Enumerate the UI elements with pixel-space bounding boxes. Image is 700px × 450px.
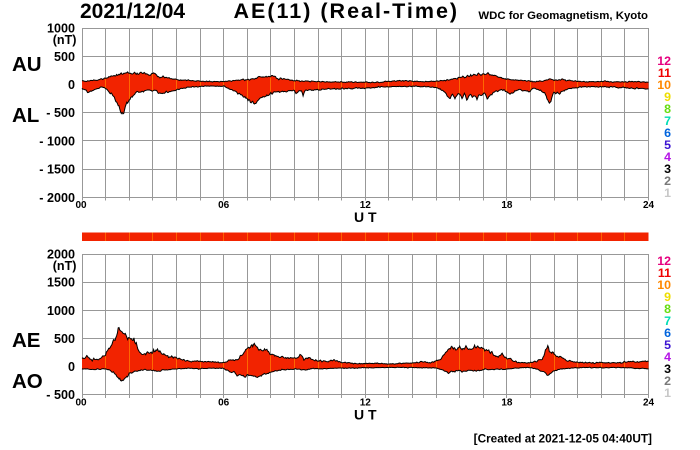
svg-text:5: 5 xyxy=(664,138,671,152)
svg-text:12: 12 xyxy=(657,254,671,268)
svg-text:24: 24 xyxy=(643,200,655,211)
svg-text:[Created at 2021-12-05 04:40UT: [Created at 2021-12-05 04:40UT] xyxy=(474,432,652,446)
svg-text:- 1500: - 1500 xyxy=(39,163,75,177)
svg-text:11: 11 xyxy=(658,266,671,280)
svg-text:AE: AE xyxy=(12,329,40,352)
svg-text:06: 06 xyxy=(218,200,230,211)
svg-text:6: 6 xyxy=(664,126,671,140)
svg-text:(nT): (nT) xyxy=(53,259,77,273)
svg-text:00: 00 xyxy=(75,397,87,408)
svg-text:AE(11) (Real-Time): AE(11) (Real-Time) xyxy=(234,0,460,23)
svg-text:9: 9 xyxy=(664,290,671,304)
svg-text:500: 500 xyxy=(54,50,75,64)
svg-text:1000: 1000 xyxy=(47,304,75,318)
svg-text:12: 12 xyxy=(657,54,671,68)
svg-text:8: 8 xyxy=(664,302,671,316)
svg-text:18: 18 xyxy=(501,397,513,408)
svg-text:00: 00 xyxy=(75,200,87,211)
svg-text:3: 3 xyxy=(664,362,671,376)
svg-text:6: 6 xyxy=(664,326,671,340)
svg-text:18: 18 xyxy=(501,200,513,211)
svg-text:1000: 1000 xyxy=(47,22,75,36)
svg-text:0: 0 xyxy=(68,78,75,92)
svg-text:- 500: - 500 xyxy=(46,106,75,120)
svg-text:7: 7 xyxy=(664,114,671,128)
svg-text:2: 2 xyxy=(664,174,671,188)
svg-text:U T: U T xyxy=(354,209,377,225)
svg-text:2: 2 xyxy=(664,374,671,388)
svg-text:4: 4 xyxy=(664,150,671,164)
svg-text:10: 10 xyxy=(657,278,671,292)
svg-text:9: 9 xyxy=(664,90,671,104)
svg-text:U T: U T xyxy=(354,407,377,423)
svg-text:5: 5 xyxy=(664,338,671,352)
svg-text:AL: AL xyxy=(12,104,39,127)
svg-text:7: 7 xyxy=(664,314,671,328)
svg-text:10: 10 xyxy=(657,78,671,92)
svg-text:24: 24 xyxy=(643,397,655,408)
svg-text:06: 06 xyxy=(218,397,230,408)
svg-text:2000: 2000 xyxy=(47,248,75,262)
svg-text:AU: AU xyxy=(12,53,42,76)
svg-text:- 1000: - 1000 xyxy=(39,134,75,148)
svg-text:11: 11 xyxy=(658,66,671,80)
svg-text:0: 0 xyxy=(68,360,75,374)
svg-text:1: 1 xyxy=(664,386,671,400)
svg-text:3: 3 xyxy=(664,162,671,176)
svg-text:AO: AO xyxy=(12,370,43,393)
svg-text:8: 8 xyxy=(664,102,671,116)
svg-text:1500: 1500 xyxy=(47,276,75,290)
svg-text:500: 500 xyxy=(54,332,75,346)
svg-text:12: 12 xyxy=(360,200,372,211)
svg-text:(nT): (nT) xyxy=(53,33,77,47)
svg-text:- 500: - 500 xyxy=(46,388,75,402)
svg-text:WDC for Geomagnetism, Kyoto: WDC for Geomagnetism, Kyoto xyxy=(478,10,648,22)
svg-text:1: 1 xyxy=(664,186,671,200)
svg-text:- 2000: - 2000 xyxy=(39,191,75,205)
svg-text:12: 12 xyxy=(360,397,372,408)
svg-text:4: 4 xyxy=(664,350,671,364)
svg-text:2021/12/04: 2021/12/04 xyxy=(80,0,185,23)
